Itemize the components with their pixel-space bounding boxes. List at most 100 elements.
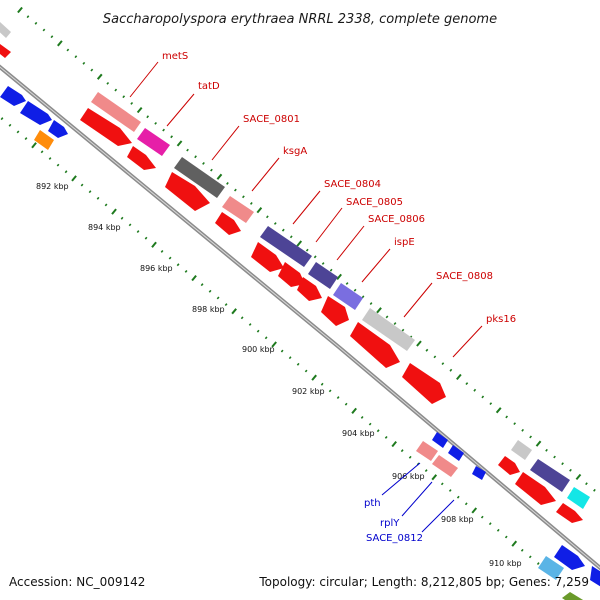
gene-ksgA[interactable] [222,196,254,223]
gene-label-SACE_0805[interactable]: SACE_0805 [346,197,403,208]
gene-feature[interactable] [350,322,400,368]
gene-label-SACE_0804[interactable]: SACE_0804 [324,179,381,190]
minor-tick [361,295,365,299]
gene-feature[interactable] [297,277,322,301]
minor-tick [265,215,269,219]
gene-SACE_0806[interactable] [333,283,363,310]
gene-label-ksgA[interactable]: ksgA [283,146,307,157]
gene-feature[interactable] [515,472,556,505]
minor-tick [0,117,4,121]
minor-tick [480,515,484,519]
gene-feature[interactable] [448,445,464,461]
gene-ispE[interactable] [321,296,349,326]
gene-feature[interactable] [432,432,448,448]
gene-feature[interactable] [215,212,241,235]
minor-tick [104,203,108,207]
gene-label-pks16[interactable]: pks16 [486,314,516,325]
gene-label-rplY[interactable]: rplY [380,518,400,529]
minor-tick [24,137,28,141]
minor-tick [336,396,340,399]
tick-label: 892 kbp [36,182,69,191]
minor-tick [489,402,493,406]
minor-tick [464,502,468,506]
minor-tick [289,235,293,239]
gene-SACE_0805[interactable] [308,262,338,289]
minor-tick [56,163,60,167]
major-tick [336,273,342,280]
gene-feature[interactable] [20,101,52,125]
minor-tick [154,121,158,125]
gene-tatD[interactable] [137,128,170,156]
gene-feature[interactable] [0,22,11,38]
gene-feature[interactable] [251,242,284,272]
map-title: Saccharopolyspora erythraea NRRL 2338, c… [103,12,497,27]
minor-tick [329,268,333,272]
gene-feature[interactable] [48,120,68,138]
major-tick [151,241,157,248]
gene-metS[interactable] [91,92,141,132]
gene-pth[interactable] [416,441,438,461]
gene-feature[interactable] [590,566,600,590]
major-tick [495,407,502,414]
minor-tick [184,269,188,273]
gene-label-metS[interactable]: metS [162,51,188,62]
major-tick [431,474,438,481]
minor-tick [553,455,556,459]
gene-label-SACE_0806[interactable]: SACE_0806 [368,214,425,225]
major-tick [231,308,237,315]
minor-tick [513,422,517,426]
gene-feature[interactable] [165,172,210,211]
minor-tick [425,348,429,352]
minor-tick [224,303,228,307]
gene-feature[interactable] [562,592,588,600]
minor-tick [593,488,596,492]
gene-feature[interactable] [34,130,54,150]
gene-label-SACE_0808[interactable]: SACE_0808 [436,271,493,282]
minor-tick [48,157,52,160]
coordinate-labels: 892 kbp 894 kbp 896 kbp 898 kbp 900 kbp … [36,182,522,568]
minor-tick [208,289,212,293]
minor-tick [50,35,54,39]
minor-tick [16,130,20,134]
gene-label-pth[interactable]: pth [364,498,381,509]
gene-SACE_0804[interactable] [260,226,312,267]
minor-tick [440,482,444,486]
gene-feature[interactable] [567,487,590,509]
leader-line [421,499,455,533]
gene-label-tatD[interactable]: tatD [198,81,220,92]
major-tick [575,473,582,481]
gene-feature[interactable] [511,440,532,460]
gene-pks16[interactable] [402,363,446,404]
gene-feature[interactable] [80,108,132,146]
major-tick [71,175,77,182]
gene-feature[interactable] [538,556,564,580]
gene-feature[interactable] [554,545,585,570]
gene-rplY[interactable] [432,455,458,477]
gene-feature[interactable] [530,459,570,492]
major-tick [511,540,518,547]
minor-tick [273,222,277,225]
gene-SACE_0801[interactable] [174,157,225,198]
gene-SACE_0808[interactable] [362,308,415,351]
tick-label: 910 kbp [489,559,522,568]
lower-label-leaders [381,462,455,533]
leader-line [381,462,421,496]
gene-feature[interactable] [498,456,520,475]
major-tick [57,40,63,47]
gene-feature[interactable] [127,146,156,170]
gene-feature[interactable] [556,503,583,523]
gene-feature[interactable] [278,262,305,287]
gene-label-SACE_0812[interactable]: SACE_0812 [366,533,423,544]
gene-feature[interactable] [0,44,11,58]
minor-tick [34,21,38,25]
minor-tick [456,495,460,499]
gene-track [0,22,600,600]
minor-tick [536,562,540,565]
gene-label-SACE_0801[interactable]: SACE_0801 [243,114,300,125]
major-tick [136,106,143,114]
minor-tick [170,135,174,139]
gene-feature[interactable] [0,86,26,106]
gene-feature[interactable] [472,466,486,480]
gene-label-ispE[interactable]: ispE [394,237,415,248]
major-tick [191,274,197,282]
